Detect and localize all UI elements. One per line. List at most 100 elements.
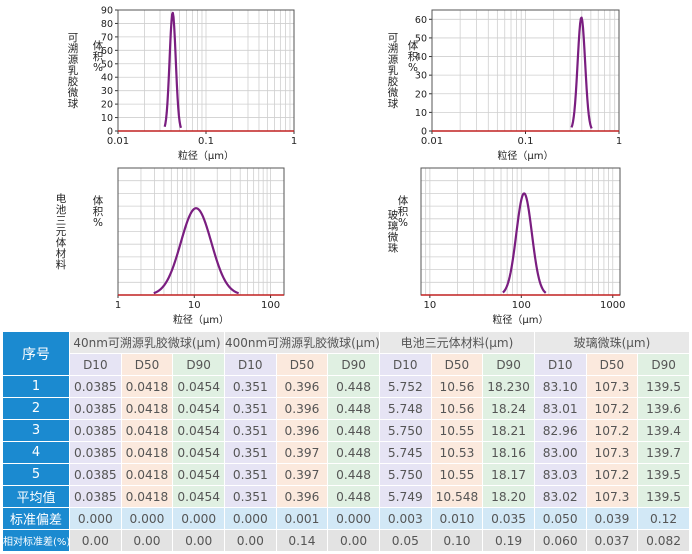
y-axis-label-char: 积 bbox=[93, 206, 104, 218]
table-cell: 107.2 bbox=[586, 420, 638, 441]
sample-label-char: 微 bbox=[388, 231, 399, 244]
table-cell: 0.010 bbox=[431, 508, 483, 529]
table-cell: 0.00 bbox=[328, 530, 379, 551]
row-label: 2 bbox=[3, 398, 69, 419]
table-row: 3 0.0385 0.0418 0.0454 0.351 0.396 0.448 5.750 1… bbox=[3, 420, 689, 441]
y-tick-label: 20 bbox=[101, 100, 113, 111]
table-cell: 10.53 bbox=[431, 442, 483, 463]
table-cell: 107.3 bbox=[586, 376, 638, 397]
table-cell: 83.03 bbox=[534, 464, 586, 485]
table-cell: 0.001 bbox=[276, 508, 328, 529]
row-label: 1 bbox=[3, 376, 69, 397]
table-cell: 0.396 bbox=[276, 420, 328, 441]
sample-label-char: 料 bbox=[56, 258, 67, 271]
row-label: 平均值 bbox=[3, 486, 69, 507]
table-cell: 5.748 bbox=[379, 398, 431, 419]
sample-label-char: 溯 bbox=[388, 42, 399, 55]
y-tick-label: 80 bbox=[101, 19, 113, 30]
table-cell: 0.19 bbox=[483, 530, 534, 551]
sample-label-char: 源 bbox=[68, 53, 79, 66]
table-cell: 0.0418 bbox=[121, 398, 173, 419]
x-tick-label: 100 bbox=[261, 300, 280, 311]
sample-label: 电池三元体材料 bbox=[56, 192, 67, 271]
group-header-40nm: 40nm可溯源乳胶微球(μm) bbox=[70, 332, 224, 353]
table-row: 5 0.0385 0.0418 0.0454 0.351 0.397 0.448 5.750 1… bbox=[3, 464, 689, 485]
table-cell: 0.448 bbox=[328, 464, 379, 485]
table-cell: 0.397 bbox=[276, 442, 328, 463]
x-tick-label: 10 bbox=[423, 300, 436, 311]
y-tick-label: 90 bbox=[101, 6, 113, 17]
table-cell: 0.448 bbox=[328, 442, 379, 463]
y-tick-label: 50 bbox=[101, 59, 113, 70]
y-tick-label: 70 bbox=[101, 32, 113, 43]
sample-label-char: 电 bbox=[56, 192, 67, 205]
table-cell: 139.5 bbox=[638, 464, 689, 485]
sample-label-char: 球 bbox=[68, 97, 79, 110]
y-axis-label-char: 体 bbox=[93, 195, 104, 207]
table-cell: 0.037 bbox=[586, 530, 638, 551]
column-header-1-d10: D10 bbox=[70, 354, 121, 375]
table-cell: 0.351 bbox=[224, 464, 276, 485]
table-cell: 83.02 bbox=[534, 486, 586, 507]
table-cell: 0.082 bbox=[638, 530, 689, 551]
y-axis-label-char: 积 bbox=[408, 51, 419, 63]
table-cell: 0.0418 bbox=[121, 486, 173, 507]
sample-label-char: 可 bbox=[388, 32, 399, 44]
table-cell: 0.396 bbox=[276, 486, 328, 507]
table-cell: 0.351 bbox=[224, 486, 276, 507]
table-cell: 107.2 bbox=[586, 398, 638, 419]
table-cell: 0.0454 bbox=[173, 398, 224, 419]
x-tick-label: 0.1 bbox=[198, 136, 214, 147]
y-axis-label-char: % bbox=[398, 217, 408, 229]
x-tick-label: 0.01 bbox=[107, 136, 129, 147]
y-tick-label: 20 bbox=[415, 89, 427, 100]
table-cell: 10.548 bbox=[431, 486, 483, 507]
distribution-curve bbox=[502, 192, 547, 294]
table-cell: 0.351 bbox=[224, 376, 276, 397]
table-cell: 18.230 bbox=[483, 376, 534, 397]
table-cell: 0.0385 bbox=[70, 376, 121, 397]
y-tick-label: 40 bbox=[415, 52, 427, 63]
table-cell: 82.96 bbox=[534, 420, 586, 441]
table-cell: 0.0385 bbox=[70, 398, 121, 419]
y-tick-label: 60 bbox=[101, 46, 113, 57]
table-cell: 5.749 bbox=[379, 486, 431, 507]
sample-label: 玻璃微珠 bbox=[388, 209, 399, 255]
table-cell: 0.448 bbox=[328, 376, 379, 397]
sample-label-char: 元 bbox=[56, 226, 67, 238]
x-axis-label: 粒径（μm） bbox=[497, 149, 553, 162]
table-cell: 0.00 bbox=[121, 530, 173, 551]
table-cell: 0.448 bbox=[328, 398, 379, 419]
y-axis-label: 体积% bbox=[398, 195, 409, 229]
y-tick-label: 0 bbox=[107, 127, 113, 138]
sample-label: 可溯源乳胶微球 bbox=[68, 32, 79, 110]
x-axis-label: 粒径（μm） bbox=[173, 313, 229, 326]
sample-label-char: 玻 bbox=[388, 209, 399, 222]
table-cell: 83.00 bbox=[534, 442, 586, 463]
distribution-curve bbox=[570, 16, 593, 129]
column-header-4-d90: D90 bbox=[638, 354, 689, 375]
table-cell: 10.55 bbox=[431, 464, 483, 485]
table-cell: 0.050 bbox=[534, 508, 586, 529]
table-cell: 18.17 bbox=[483, 464, 534, 485]
table-cell: 18.16 bbox=[483, 442, 534, 463]
table-cell: 0.035 bbox=[483, 508, 534, 529]
table-cell: 18.20 bbox=[483, 486, 534, 507]
row-label: 4 bbox=[3, 442, 69, 463]
y-tick-label: 10 bbox=[101, 113, 113, 124]
group-header-400nm: 400nm可溯源乳胶微球(μm) bbox=[224, 332, 379, 353]
y-tick-label: 30 bbox=[415, 71, 427, 82]
table-cell: 0.0418 bbox=[121, 376, 173, 397]
y-tick-label: 30 bbox=[101, 86, 113, 97]
group-header-glass-beads: 玻璃微珠(μm) bbox=[534, 332, 689, 353]
column-header-1-d90: D90 bbox=[173, 354, 224, 375]
table-cell: 139.7 bbox=[638, 442, 689, 463]
y-axis-label-char: % bbox=[408, 62, 418, 74]
group-header-battery: 电池三元体材料(μm) bbox=[379, 332, 534, 353]
column-header-4-d50: D50 bbox=[586, 354, 638, 375]
table-cell: 139.6 bbox=[638, 398, 689, 419]
column-header-2-d90: D90 bbox=[328, 354, 379, 375]
y-axis-label: 体积% bbox=[93, 40, 104, 74]
column-header-3-d50: D50 bbox=[431, 354, 483, 375]
